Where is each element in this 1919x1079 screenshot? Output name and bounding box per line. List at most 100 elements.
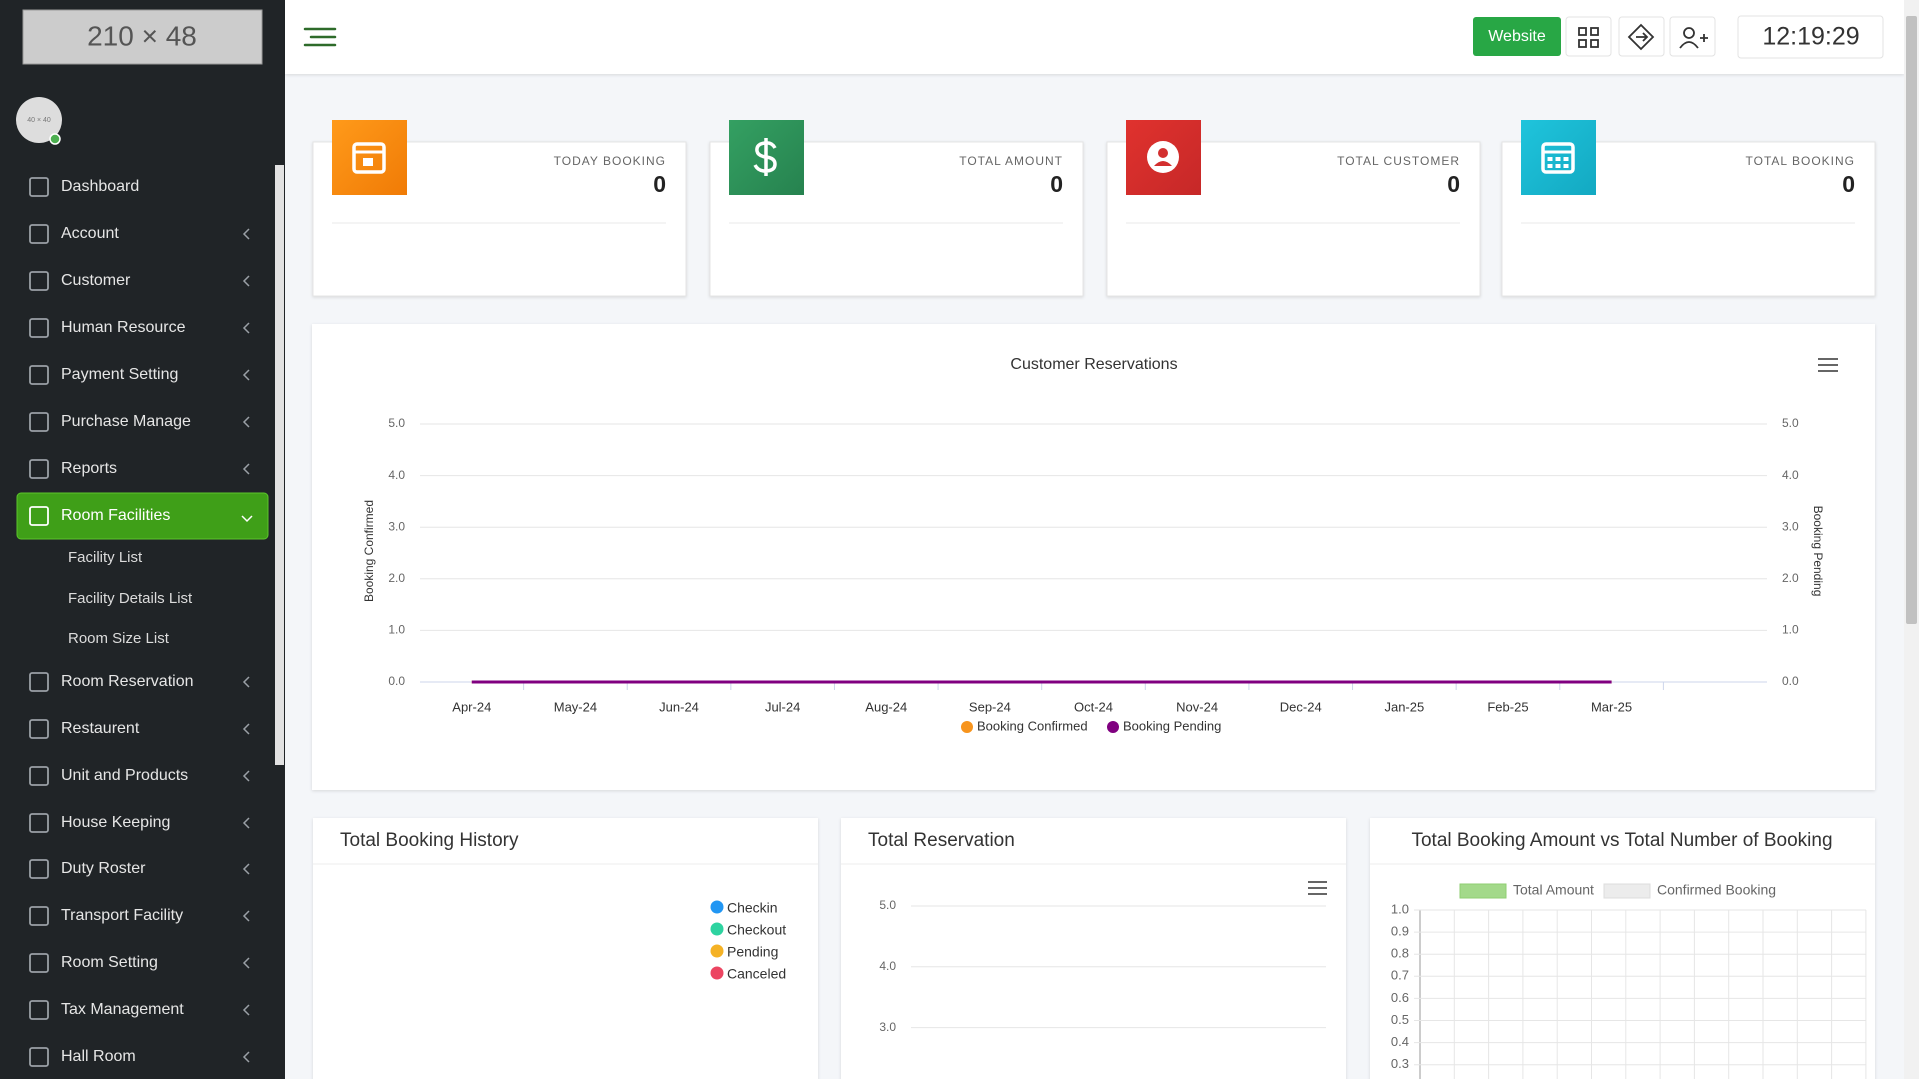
icon-glyph: [753, 138, 777, 176]
menu-icon: [29, 766, 49, 786]
y-tick-label: 0.5: [1391, 1012, 1409, 1027]
menu-item[interactable]: Dashboard: [29, 177, 139, 197]
menu-icon: [29, 953, 49, 973]
menu-chevron: [242, 228, 250, 240]
website-button[interactable]: [1473, 17, 1561, 56]
menu-chevron: [242, 676, 250, 688]
menu-chevron: [242, 369, 250, 381]
menu-item[interactable]: Customer: [29, 271, 250, 291]
menu-toggle[interactable]: [303, 27, 337, 47]
menu-item[interactable]: Room Setting: [29, 953, 250, 973]
icon-glyph: [1547, 164, 1553, 168]
y2-tick-label: 1.0: [1782, 623, 1799, 637]
legend-label: Canceled: [727, 966, 786, 982]
legend-item[interactable]: Checkout: [710, 922, 787, 938]
x-tick-label: Jan-25: [1384, 699, 1424, 714]
menu-icon: [29, 1000, 49, 1020]
stat-label: TODAY BOOKING: [554, 154, 666, 168]
y-tick-label: 5.0: [879, 898, 896, 912]
y-tick-label: 0.9: [1391, 924, 1409, 939]
legend-item[interactable]: Confirmed Booking: [1603, 882, 1776, 899]
reservation-menu-button[interactable]: [1308, 881, 1327, 895]
legend-item[interactable]: Booking Confirmed: [961, 718, 1088, 733]
menu-chevron: [242, 770, 250, 782]
menu-icon: [29, 719, 49, 739]
y-tick-label: 1.0: [1391, 901, 1409, 916]
menu-icon: [29, 224, 49, 244]
menu-icon: [29, 859, 49, 879]
avatar[interactable]: [16, 97, 62, 143]
menu-item[interactable]: Tax Management: [29, 1000, 250, 1020]
apps-button[interactable]: [1565, 16, 1612, 57]
menu-item[interactable]: Transport Facility: [29, 906, 250, 926]
stat-card: [1501, 141, 1876, 297]
y-axis-title: Booking Confirmed: [362, 500, 376, 602]
submenu-item[interactable]: Facility Details List: [68, 590, 193, 607]
y2-axis-title: Booking Pending: [1811, 506, 1825, 597]
submenu-item[interactable]: Room Size List: [68, 630, 170, 647]
menu-item[interactable]: Reports: [29, 459, 250, 479]
submenu-item[interactable]: Facility List: [68, 549, 143, 566]
menu-item[interactable]: Room Facilities: [29, 506, 253, 526]
legend-item[interactable]: Booking Pending: [1107, 718, 1221, 733]
menu-chevron: [242, 463, 250, 475]
menu-icon: [29, 813, 49, 833]
legend-marker: [1107, 721, 1119, 733]
clock-box: [1737, 15, 1884, 59]
legend-swatch: [1603, 883, 1651, 899]
menu-label: Reports: [61, 460, 117, 477]
menu-item[interactable]: Restaurent: [29, 719, 250, 739]
chart-menu-button[interactable]: [1818, 358, 1838, 372]
y2-tick-label: 3.0: [1782, 519, 1799, 533]
icon-glyph: [1563, 164, 1569, 168]
menu-label: Room Reservation: [61, 673, 194, 690]
y2-tick-label: 2.0: [1782, 571, 1799, 585]
y-tick-label: 0.4: [1391, 1034, 1409, 1049]
legend-item[interactable]: Canceled: [710, 966, 787, 982]
legend-label: Total Amount: [1513, 882, 1594, 898]
menu-item[interactable]: Room Reservation: [29, 672, 250, 692]
status-dot: [49, 133, 61, 145]
menu-item[interactable]: Unit and Products: [29, 766, 250, 786]
menu-label: Duty Roster: [61, 860, 146, 877]
stat-value: 0: [1842, 171, 1855, 197]
y-tick-label: 5.0: [388, 416, 405, 430]
page-scrollbar-thumb[interactable]: [1906, 16, 1917, 624]
menu-chevron: [242, 957, 250, 969]
logo: [22, 9, 263, 65]
y2-tick-label: 0.0: [1782, 674, 1799, 688]
x-tick-label: Nov-24: [1176, 699, 1218, 714]
chart-title: Total Reservation: [868, 830, 1015, 851]
menu-chevron: [242, 416, 250, 428]
menu-item[interactable]: Payment Setting: [29, 365, 250, 385]
menu-item[interactable]: Hall Room: [29, 1047, 250, 1067]
menu-item[interactable]: House Keeping: [29, 813, 250, 833]
menu-item[interactable]: Duty Roster: [29, 859, 250, 879]
icon-glyph: [352, 142, 386, 174]
legend-item[interactable]: Pending: [710, 944, 779, 960]
booking-history-card: [313, 818, 818, 1079]
y-tick-label: 4.0: [879, 959, 896, 973]
menu-item[interactable]: Account: [29, 224, 250, 244]
menu-icon: [29, 271, 49, 291]
legend-label: Booking Pending: [1123, 718, 1221, 733]
menu-item[interactable]: Human Resource: [29, 318, 250, 338]
menu-item[interactable]: Purchase Manage: [29, 412, 250, 432]
stat-label: TOTAL CUSTOMER: [1337, 154, 1460, 168]
menu-label: Restaurent: [61, 720, 140, 737]
menu-label: Transport Facility: [61, 907, 183, 924]
chart-title: Customer Reservations: [1010, 356, 1177, 373]
website-button-text: Website: [1488, 28, 1546, 45]
x-tick-label: May-24: [554, 699, 597, 714]
menu-label: Purchase Manage: [61, 413, 191, 430]
legend-marker: [710, 922, 724, 936]
icon-glyph: [1563, 157, 1569, 161]
icon-glyph: [1154, 161, 1172, 166]
stat-value: 0: [1447, 171, 1460, 197]
menu-label: Payment Setting: [61, 366, 178, 383]
legend-item[interactable]: Checkin: [710, 900, 778, 916]
legend-item[interactable]: Total Amount: [1459, 882, 1594, 899]
chart-title: Total Booking Amount vs Total Number of …: [1411, 830, 1832, 851]
